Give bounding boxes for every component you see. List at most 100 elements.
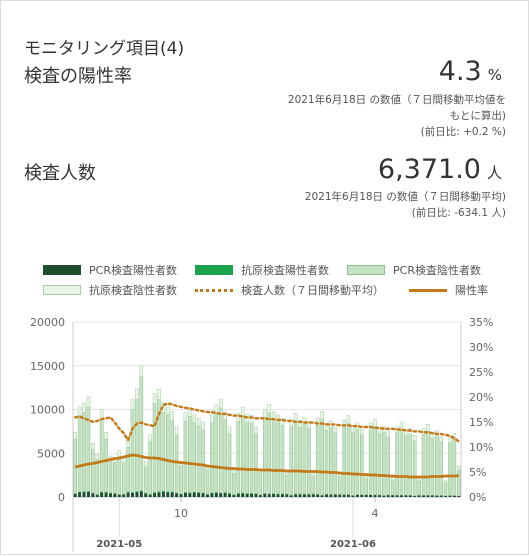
bar-pcr-pos — [356, 495, 359, 497]
bar-antigen-neg — [338, 474, 341, 477]
bar-pcr-neg — [184, 421, 187, 492]
legend-label-rate: 陽性率 — [455, 282, 488, 298]
bar-pcr-neg — [135, 400, 138, 492]
bar-pcr-neg — [206, 470, 209, 495]
bar-pcr-pos — [396, 495, 399, 497]
bar-pcr-pos — [360, 495, 363, 497]
bar-pcr-pos — [281, 494, 284, 497]
y-right-tick-label: 15% — [469, 416, 493, 429]
bar-pcr-pos — [105, 493, 108, 497]
bar-pcr-pos — [91, 494, 94, 498]
bar-pcr-pos — [193, 493, 196, 497]
legend-item-antigen-pos[interactable]: 抗原検査陽性者数 — [195, 262, 329, 278]
bar-pcr-neg — [418, 481, 421, 495]
bar-antigen-neg — [153, 394, 156, 404]
bar-pcr-pos — [254, 494, 257, 497]
y-left-tick-label: 20000 — [30, 316, 65, 329]
legend-item-pcr-pos[interactable]: PCR検査陽性者数 — [43, 262, 177, 278]
y-right-tick-label: 20% — [469, 391, 493, 404]
y-right-tick-label: 5% — [469, 466, 486, 479]
legend-item-rate[interactable]: 陽性率 — [409, 282, 488, 298]
bar-pcr-pos — [140, 491, 143, 497]
bar-pcr-neg — [316, 425, 319, 494]
testing-chart: 050001000015000200000%5%10%15%20%25%30%3… — [1, 301, 529, 556]
bar-pcr-neg — [400, 429, 403, 495]
bar-pcr-neg — [82, 413, 85, 492]
bar-pcr-pos — [166, 492, 169, 497]
bar-pcr-pos — [378, 495, 381, 497]
bar-pcr-pos — [78, 492, 81, 497]
bar-pcr-pos — [149, 495, 152, 497]
legend-swatch-antigen-pos — [195, 265, 233, 275]
legend-label-pcr-pos: PCR検査陽性者数 — [89, 262, 177, 278]
bar-antigen-neg — [294, 413, 297, 421]
bar-pcr-pos — [387, 495, 390, 497]
tests-note: 2021年6月18日 の数値（７日間移動平均) (前日比: -634.1 人) — [305, 189, 506, 221]
legend-label-antigen-pos: 抗原検査陽性者数 — [241, 262, 329, 278]
bar-pcr-neg — [294, 421, 297, 494]
bar-antigen-neg — [400, 422, 403, 429]
positivity-unit: % — [488, 66, 502, 84]
bar-pcr-pos — [74, 494, 77, 497]
bar-pcr-pos — [113, 494, 116, 497]
bar-pcr-neg — [347, 424, 350, 495]
tests-note-line2: (前日比: -634.1 人) — [305, 205, 506, 221]
positivity-number: 4.3 — [439, 56, 482, 87]
positivity-note: 2021年6月18日 の数値（７日間移動平均値を もとに算出) (前日比: +0… — [288, 92, 506, 140]
bar-antigen-neg — [96, 454, 99, 459]
bar-pcr-pos — [312, 494, 315, 497]
bar-antigen-neg — [418, 478, 421, 481]
bar-pcr-pos — [153, 493, 156, 497]
bar-antigen-neg — [184, 413, 187, 422]
legend-item-antigen-neg[interactable]: 抗原検査陰性者数 — [43, 282, 177, 298]
bar-pcr-pos — [263, 494, 266, 497]
bar-pcr-pos — [338, 495, 341, 497]
bar-pcr-pos — [343, 495, 346, 497]
bar-pcr-pos — [188, 493, 191, 497]
bar-antigen-neg — [210, 415, 213, 423]
bar-pcr-pos — [329, 495, 332, 497]
bar-antigen-neg — [197, 418, 200, 426]
bar-pcr-neg — [202, 430, 205, 493]
bar-antigen-neg — [312, 474, 315, 477]
bar-pcr-neg — [254, 434, 257, 494]
bar-pcr-pos — [409, 495, 412, 497]
bar-pcr-pos — [241, 493, 244, 497]
bar-antigen-neg — [426, 424, 429, 431]
y-right-tick-label: 10% — [469, 441, 493, 454]
bar-pcr-neg — [96, 459, 99, 494]
bar-pcr-pos — [431, 496, 434, 497]
bar-pcr-neg — [197, 426, 200, 493]
bar-pcr-pos — [325, 494, 328, 497]
bar-antigen-neg — [74, 432, 77, 439]
bar-pcr-pos — [303, 494, 306, 497]
bar-pcr-neg — [237, 421, 240, 493]
bar-pcr-neg — [285, 476, 288, 494]
x-tick-label: 4 — [372, 507, 379, 520]
bar-pcr-neg — [281, 425, 284, 493]
legend-item-tests-avg[interactable]: 検査人数（７日間移動平均） — [195, 282, 384, 298]
bar-antigen-neg — [202, 422, 205, 430]
bar-pcr-neg — [149, 442, 152, 495]
bar-antigen-neg — [105, 432, 108, 439]
bar-pcr-neg — [171, 420, 174, 492]
bar-pcr-neg — [431, 438, 434, 495]
bar-pcr-pos — [100, 492, 103, 497]
bar-pcr-pos — [206, 495, 209, 497]
bar-pcr-neg — [290, 427, 293, 495]
y-right-tick-label: 25% — [469, 366, 493, 379]
bar-pcr-pos — [96, 495, 99, 497]
bar-antigen-neg — [171, 411, 174, 420]
bar-pcr-pos — [316, 495, 319, 497]
bar-pcr-pos — [285, 494, 288, 497]
bar-pcr-neg — [259, 473, 262, 495]
bar-pcr-neg — [215, 414, 218, 493]
bar-pcr-neg — [175, 435, 178, 493]
bar-pcr-neg — [444, 483, 447, 496]
legend-swatch-pcr-pos — [43, 265, 81, 275]
bar-pcr-neg — [113, 463, 116, 494]
legend-item-pcr-neg[interactable]: PCR検査陰性者数 — [347, 262, 481, 278]
bar-pcr-neg — [360, 435, 363, 495]
